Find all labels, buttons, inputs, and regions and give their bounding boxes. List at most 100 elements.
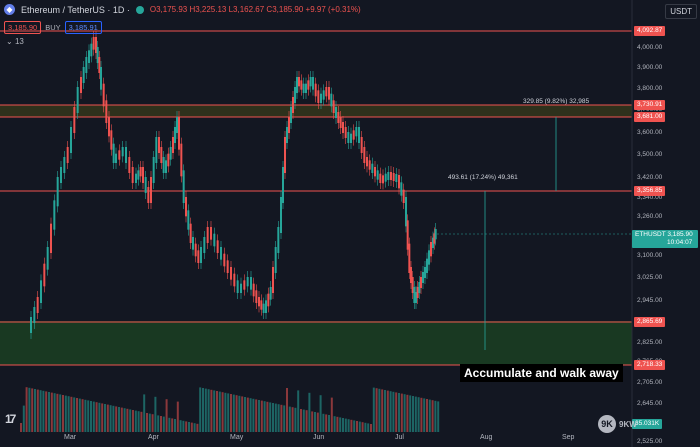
candle-body (286, 127, 288, 143)
volume-bar (148, 413, 151, 432)
candle-body (110, 130, 113, 150)
volume-bar (73, 397, 76, 432)
symbol-header: ◆ Ethereum / TetherUS · 1D · O3,175.93 H… (4, 4, 361, 15)
candle-body (197, 250, 200, 263)
candle-body (158, 137, 160, 153)
volume-bar (274, 403, 277, 432)
candle-body (216, 240, 219, 253)
candle-body (95, 37, 97, 53)
candle-body (296, 77, 298, 93)
candle-body (294, 87, 296, 103)
price-tick: 3,500.00 (637, 151, 663, 158)
candle-body (139, 167, 142, 177)
volume-bar (361, 422, 364, 432)
volume-bar (132, 410, 134, 432)
volume-bar (34, 389, 36, 432)
candle-body (240, 283, 242, 293)
buy-label: BUY (45, 23, 61, 32)
candle-body (418, 282, 421, 293)
candle-body (76, 87, 79, 113)
symbol-title[interactable]: Ethereum / TetherUS · 1D · (21, 4, 130, 15)
candle-body (255, 290, 258, 303)
candle-body (284, 137, 286, 173)
volume-bar (230, 394, 232, 432)
candle-body (125, 147, 127, 163)
price-tick: 3,800.00 (637, 85, 663, 92)
candle-body (135, 173, 137, 183)
ohlc-values: O3,175.93 H3,225.13 L3,162.67 C3,185.90 … (149, 5, 361, 14)
candle-body (144, 177, 147, 193)
candle-body (66, 147, 69, 163)
candle-body (172, 137, 174, 153)
candle-body (233, 273, 236, 287)
volume-bar (356, 421, 358, 432)
volume-bar (176, 401, 179, 432)
candle-body (434, 229, 437, 240)
candle-body (165, 160, 167, 173)
candle-body (194, 243, 197, 257)
level-tag: 3,730.91 (634, 100, 666, 110)
candle-body (162, 157, 165, 173)
candle-body (269, 287, 272, 300)
candle-body (60, 167, 62, 183)
volume-bar (336, 416, 339, 432)
sell-button[interactable]: 3,185.90 (4, 21, 42, 34)
candle-body (108, 117, 110, 137)
candle-body (243, 280, 246, 290)
time-tick: Aug (480, 434, 493, 441)
tradingview-logo: 17 (5, 412, 16, 426)
candle-body (137, 170, 140, 180)
volume-bar (227, 393, 230, 432)
volume-bar (162, 416, 165, 432)
volume-bar (249, 398, 252, 432)
volume-bar (420, 397, 423, 432)
candle-body (169, 147, 172, 160)
candle-body (80, 77, 82, 93)
buy-button[interactable]: 3,185.91 (64, 21, 102, 34)
candle-body (250, 277, 252, 290)
price-tick: 2,825.00 (637, 339, 663, 346)
indicators-toggle[interactable]: ⌄ 13 (6, 37, 24, 46)
candle-body (422, 272, 424, 283)
candle-body (142, 167, 144, 183)
candle-body (155, 137, 158, 163)
volume-bar (255, 399, 258, 432)
candle-body (395, 174, 398, 182)
volume-bar (48, 392, 50, 432)
volume-bar (319, 395, 322, 432)
candle-body (428, 250, 430, 265)
level-tag: 4,092.87 (634, 26, 666, 36)
volume-bar (400, 393, 403, 432)
currency-selector[interactable]: USDT (665, 4, 697, 19)
candle-body (405, 197, 407, 227)
volume-bar (129, 409, 132, 432)
volume-bar (31, 388, 34, 432)
candle-body (115, 153, 117, 163)
volume-bar (218, 391, 221, 432)
candle-body (322, 90, 325, 100)
resistance-zone (0, 105, 632, 117)
volume-bar (22, 405, 25, 432)
volume-bar (286, 388, 288, 432)
time-tick: Apr (148, 434, 159, 441)
price-tick: 3,025.00 (637, 274, 663, 281)
volume-bar (294, 407, 297, 432)
candle-body (56, 177, 59, 207)
candle-body (360, 137, 363, 153)
volume-bar (28, 387, 31, 432)
ethereum-icon: ◆ (4, 4, 15, 15)
candle-body (371, 163, 374, 173)
volume-bar (157, 415, 160, 432)
volume-bar (174, 419, 176, 432)
volume-bar (59, 394, 62, 432)
volume-bar (238, 395, 241, 432)
candle-body (420, 277, 422, 288)
time-tick: Sep (562, 434, 575, 441)
candle-body (147, 187, 150, 203)
measure-label-2: 493.61 (17.24%) 49,361 (448, 174, 518, 181)
candle-body (317, 90, 320, 103)
candle-body (236, 280, 239, 293)
volume-bar (263, 401, 266, 432)
candle-body (112, 143, 115, 163)
